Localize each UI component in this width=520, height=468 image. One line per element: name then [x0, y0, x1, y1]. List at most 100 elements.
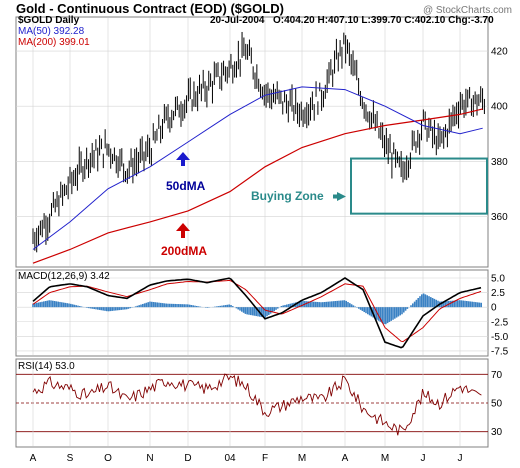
macd-hist-bar	[305, 301, 308, 308]
macd-hist-bar	[413, 301, 416, 308]
macd-legend: MACD(12,26,9) 3.42	[18, 271, 110, 282]
macd-hist-bar	[417, 298, 419, 308]
macd-hist-bar	[340, 300, 342, 308]
macd-hist-bar	[466, 301, 468, 308]
macd-hist-bar	[424, 294, 427, 308]
macd-hist-bar	[125, 307, 128, 310]
macd-hist-bar	[35, 302, 38, 308]
macd-hist-bar	[61, 302, 63, 308]
macd-hist-bar	[44, 301, 47, 308]
macd-hist-bar	[34, 303, 36, 308]
macd-hist-bar	[68, 303, 70, 308]
macd-hist-bar	[158, 302, 160, 308]
x-tick-label: S	[67, 453, 74, 464]
macd-hist-bar	[104, 307, 106, 311]
buying-zone-label: Buying Zone	[251, 189, 324, 203]
macd-hist-bar	[406, 307, 409, 309]
macd-hist-bar	[169, 303, 171, 308]
macd-hist-bar	[282, 305, 284, 308]
macd-hist-bar	[161, 303, 164, 308]
symbol-label: $GOLD Daily	[18, 15, 80, 26]
macd-hist-bar	[156, 302, 158, 308]
macd-hist-bar	[41, 301, 43, 308]
macd-hist-bar	[183, 304, 185, 308]
macd-hist-bar	[39, 302, 41, 308]
macd-hist-bar	[314, 301, 317, 308]
macd-hist-bar	[111, 307, 113, 311]
macd-hist-bar	[473, 301, 475, 308]
macd-hist-bar	[57, 301, 59, 308]
macd-hist-bar	[134, 306, 137, 308]
macd-hist-bar	[151, 301, 153, 308]
macd-hist-bar	[118, 307, 121, 311]
macd-tick-label: 2.5	[491, 288, 505, 299]
macd-hist-bar	[430, 297, 432, 308]
macd-hist-bar	[52, 300, 54, 308]
ma50-line	[32, 86, 483, 250]
macd-hist-bar	[66, 303, 68, 308]
x-axis-month-labels: A S O N D 04 F M A M J J	[30, 453, 463, 464]
macd-hist-bar	[251, 307, 254, 316]
price-axis-labels: 420 400 380 360	[491, 47, 508, 223]
macd-tick-label: -5.0	[491, 332, 509, 343]
macd-hist-bar	[124, 307, 126, 310]
macd-hist-bar	[221, 305, 223, 308]
macd-hist-bar	[401, 307, 403, 315]
ma50-annotation: 50dMA	[166, 179, 206, 193]
macd-hist-bar	[296, 301, 299, 308]
ma200-arrow	[176, 223, 190, 238]
macd-hist-bar	[194, 305, 196, 308]
macd-hist-bar	[64, 302, 67, 308]
macd-hist-bar	[53, 301, 56, 308]
rsi-tick-label: 30	[491, 427, 503, 438]
macd-hist-bar	[365, 307, 367, 314]
macd-hist-bar	[113, 307, 115, 311]
macd-hist-bar	[88, 307, 90, 309]
chart-title: Gold - Continuous Contract (EOD) ($GOLD)	[16, 1, 284, 16]
macd-hist-bar	[460, 300, 463, 308]
macd-hist-bar	[341, 300, 344, 308]
macd-hist-bar	[107, 307, 110, 312]
price-ohlc-bars	[32, 31, 485, 253]
rsi-legend: RSI(14) 53.0	[18, 361, 75, 372]
macd-hist-bar	[322, 302, 324, 308]
macd-hist-bar	[469, 301, 472, 308]
macd-hist-bar	[313, 301, 315, 308]
x-tick-label: A	[342, 453, 349, 464]
macd-hist-bar	[431, 297, 434, 308]
macd-hist-bar	[206, 307, 209, 308]
macd-hist-bar	[302, 300, 304, 308]
macd-hist-bar	[399, 307, 401, 316]
x-tick-label: D	[184, 453, 191, 464]
macd-hist-bar	[127, 307, 130, 309]
x-tick-label: J	[421, 453, 426, 464]
macd-hist-bar	[404, 307, 407, 311]
macd-hist-bar	[59, 301, 61, 308]
macd-hist-bar	[190, 304, 193, 308]
macd-hist-bar	[187, 304, 189, 308]
macd-hist-bar	[338, 300, 340, 308]
macd-hist-bar	[266, 307, 268, 317]
macd-hist-bar	[395, 307, 398, 318]
macd-hist-bar	[109, 307, 112, 312]
macd-hist-bar	[388, 307, 391, 322]
macd-hist-bar	[300, 301, 302, 308]
x-tick-label: N	[146, 453, 153, 464]
macd-hist-bar	[287, 304, 290, 308]
macd-hist-bar	[219, 305, 221, 308]
macd-hist-bar	[480, 302, 482, 308]
macd-hist-bar	[379, 307, 382, 322]
macd-hist-bar	[385, 307, 387, 325]
x-tick-label: A	[30, 453, 37, 464]
rsi-gridlines	[16, 360, 488, 446]
macd-hist-bar	[320, 302, 322, 308]
macd-hist-bar	[316, 301, 319, 308]
macd-hist-bar	[440, 301, 443, 308]
macd-hist-bar	[467, 301, 470, 308]
macd-hist-bar	[284, 304, 286, 308]
macd-hist-bar	[242, 307, 245, 313]
macd-hist-bar	[152, 302, 155, 308]
macd-hist-bar	[307, 301, 310, 308]
macd-hist-bar	[154, 302, 157, 308]
macd-hist-bar	[458, 300, 461, 308]
